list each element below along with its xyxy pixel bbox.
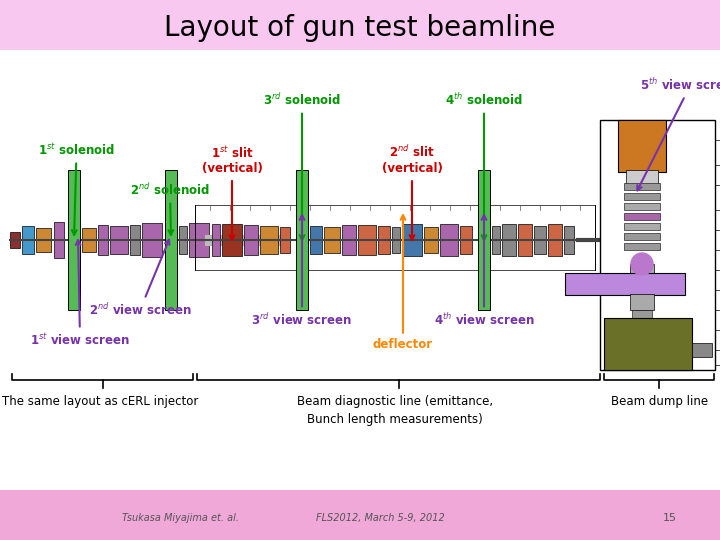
- Bar: [534, 226, 546, 254]
- Bar: [564, 226, 574, 254]
- Bar: [54, 222, 64, 258]
- Bar: [378, 226, 390, 254]
- Bar: [310, 226, 322, 254]
- Bar: [424, 227, 438, 253]
- Bar: [222, 224, 242, 256]
- Bar: [565, 273, 685, 295]
- Bar: [296, 170, 308, 310]
- Bar: [630, 264, 654, 280]
- Bar: [626, 170, 658, 184]
- Bar: [604, 318, 692, 370]
- Bar: [280, 227, 290, 253]
- Bar: [518, 224, 532, 256]
- Bar: [630, 294, 654, 310]
- Bar: [0, 50, 720, 490]
- Bar: [68, 170, 80, 310]
- Bar: [342, 225, 356, 255]
- Bar: [260, 226, 278, 254]
- Text: Tsukasa Miyajima et. al.: Tsukasa Miyajima et. al.: [122, 513, 238, 523]
- Text: 15: 15: [663, 513, 677, 523]
- Bar: [624, 243, 660, 250]
- Text: 1$^{st}$ view screen: 1$^{st}$ view screen: [30, 240, 130, 348]
- Text: 5$^{th}$ view screen: 5$^{th}$ view screen: [637, 77, 720, 191]
- Bar: [492, 226, 500, 254]
- Text: 2$^{nd}$ solenoid: 2$^{nd}$ solenoid: [130, 182, 210, 235]
- Text: Layout of gun test beamline: Layout of gun test beamline: [164, 14, 556, 42]
- Text: FLS2012, March 5-9, 2012: FLS2012, March 5-9, 2012: [315, 513, 444, 523]
- Text: 1$^{st}$ slit
(vertical): 1$^{st}$ slit (vertical): [202, 145, 262, 240]
- Bar: [548, 224, 562, 256]
- Bar: [189, 223, 209, 257]
- Bar: [10, 232, 20, 248]
- Bar: [392, 227, 400, 253]
- Bar: [460, 226, 472, 254]
- Bar: [244, 225, 258, 255]
- Bar: [0, 0, 720, 50]
- Bar: [0, 490, 720, 540]
- Bar: [624, 203, 660, 210]
- Bar: [358, 225, 376, 255]
- Text: Beam dump line: Beam dump line: [611, 395, 708, 408]
- Text: 3$^{rd}$ view screen: 3$^{rd}$ view screen: [251, 215, 353, 328]
- Bar: [212, 224, 220, 256]
- Bar: [98, 225, 108, 255]
- Text: 1$^{st}$ solenoid: 1$^{st}$ solenoid: [38, 142, 115, 235]
- Bar: [324, 227, 340, 253]
- Bar: [110, 226, 128, 254]
- Text: 4$^{th}$ view screen: 4$^{th}$ view screen: [433, 215, 534, 328]
- Bar: [624, 223, 660, 230]
- Bar: [82, 228, 96, 252]
- Circle shape: [631, 253, 653, 275]
- Bar: [618, 120, 666, 172]
- Text: 2$^{nd}$ slit
(vertical): 2$^{nd}$ slit (vertical): [382, 145, 442, 240]
- Bar: [600, 120, 715, 370]
- Bar: [632, 310, 652, 322]
- Bar: [692, 343, 712, 357]
- Bar: [440, 224, 458, 256]
- Bar: [624, 213, 660, 220]
- Bar: [22, 226, 34, 254]
- Text: deflector: deflector: [373, 215, 433, 352]
- Bar: [624, 193, 660, 200]
- Bar: [179, 226, 187, 254]
- Bar: [195, 205, 490, 270]
- Text: The same layout as cERL injector: The same layout as cERL injector: [2, 395, 198, 408]
- Text: Beam diagnostic line (emittance,
Bunch length measurements): Beam diagnostic line (emittance, Bunch l…: [297, 395, 493, 426]
- Bar: [478, 170, 490, 310]
- Bar: [502, 224, 516, 256]
- Bar: [36, 228, 51, 252]
- Bar: [624, 233, 660, 240]
- Bar: [624, 183, 660, 190]
- Text: 4$^{th}$ solenoid: 4$^{th}$ solenoid: [445, 92, 523, 240]
- Bar: [130, 225, 140, 255]
- Text: 3$^{rd}$ solenoid: 3$^{rd}$ solenoid: [263, 92, 341, 240]
- Bar: [142, 223, 162, 257]
- Bar: [165, 170, 177, 310]
- Bar: [402, 224, 422, 256]
- Text: 2$^{nd}$ view screen: 2$^{nd}$ view screen: [89, 240, 192, 318]
